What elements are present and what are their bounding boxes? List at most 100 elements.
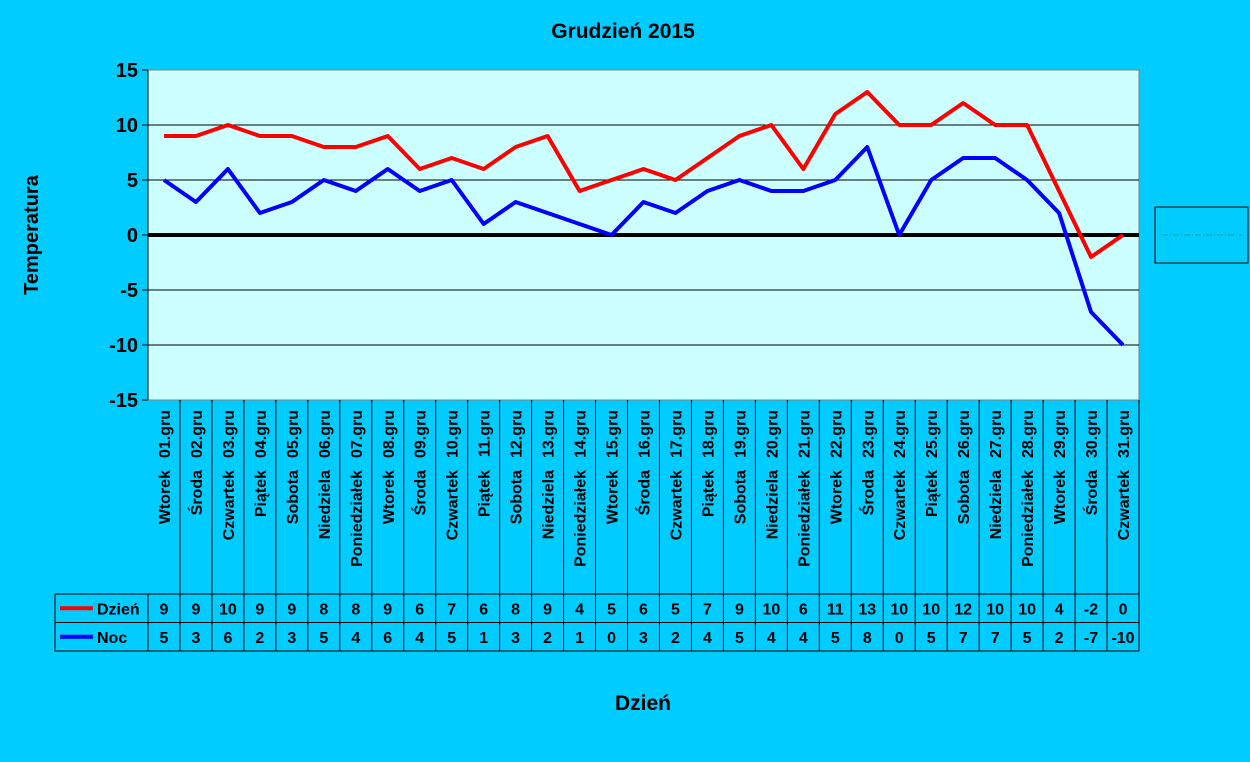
x-tick-label-day: Czwartek: [892, 470, 909, 540]
x-tick-label-date: 17.gru: [668, 410, 685, 458]
y-tick-label: 0: [127, 225, 138, 247]
table-cell: 2: [255, 630, 264, 647]
x-tick-label-day: Wtorek: [605, 470, 622, 524]
x-tick-label-day: Czwartek: [668, 470, 685, 540]
x-tick-label-date: 09.gru: [413, 410, 430, 458]
x-tick-label-date: 07.gru: [349, 410, 366, 458]
table-cell: 5: [671, 601, 680, 618]
table-cell: 0: [1119, 601, 1128, 618]
x-tick-label-day: Niedziela: [541, 470, 558, 539]
x-tick-label-date: 05.gru: [285, 410, 302, 458]
table-cell: 6: [383, 630, 392, 647]
legend-label: Dzień: [97, 601, 140, 618]
table-cell: 6: [415, 601, 424, 618]
table-cell: 2: [1055, 630, 1064, 647]
y-tick-label: 10: [116, 115, 138, 137]
table-cell: 10: [922, 601, 940, 618]
x-tick-label-date: 26.gru: [956, 410, 973, 458]
x-tick-label-date: 16.gru: [637, 410, 654, 458]
table-cell: 10: [986, 601, 1004, 618]
x-tick-label-date: 14.gru: [573, 410, 590, 458]
x-tick-label-day: Wtorek: [1052, 470, 1069, 524]
y-tick-label: -10: [109, 335, 138, 357]
x-tick-label-day: Sobota: [509, 470, 526, 524]
table-cell: 8: [351, 601, 360, 618]
x-tick-label-day: Wtorek: [381, 470, 398, 524]
table-cell: 9: [287, 601, 296, 618]
table-cell: 0: [895, 630, 904, 647]
table-cell: 6: [639, 601, 648, 618]
table-cell: 6: [799, 601, 808, 618]
table-cell: 2: [671, 630, 680, 647]
x-tick-label-date: 31.gru: [1116, 410, 1133, 458]
table-cell: 5: [927, 630, 936, 647]
y-axis-label: Temperatura: [21, 174, 43, 295]
table-cell: 10: [1018, 601, 1036, 618]
table-cell: 1: [575, 630, 584, 647]
x-tick-label-date: 03.gru: [221, 410, 238, 458]
table-cell: 7: [991, 630, 1000, 647]
table-cell: -2: [1084, 601, 1098, 618]
table-cell: 0: [607, 630, 616, 647]
table-cell: 12: [954, 601, 972, 618]
table-cell: 7: [447, 601, 456, 618]
x-tick-label-day: Niedziela: [317, 470, 334, 539]
table-cell: 4: [1055, 601, 1064, 618]
x-tick-label-day: Wtorek: [157, 470, 174, 524]
x-tick-label-day: Sobota: [732, 470, 749, 524]
x-tick-label-day: Poniedziałek: [1020, 470, 1037, 567]
table-cell: 2: [543, 630, 552, 647]
x-tick-label-date: 04.gru: [253, 410, 270, 458]
x-tick-label-date: 19.gru: [732, 410, 749, 458]
table-cell: 4: [799, 630, 808, 647]
table-cell: 11: [827, 601, 844, 618]
table-cell: 10: [890, 601, 908, 618]
x-tick-label-day: Niedziela: [764, 470, 781, 539]
table-cell: 5: [160, 630, 169, 647]
x-tick-label-date: 23.gru: [860, 410, 877, 458]
x-tick-label-date: 27.gru: [988, 410, 1005, 458]
table-cell: 5: [1023, 630, 1032, 647]
x-tick-label-date: 28.gru: [1020, 410, 1037, 458]
x-tick-label-date: 22.gru: [828, 410, 845, 458]
table-cell: 6: [479, 601, 488, 618]
y-tick-label: 5: [127, 170, 138, 192]
y-tick-label: 15: [116, 60, 138, 82]
table-cell: 9: [735, 601, 744, 618]
table-cell: -10: [1111, 630, 1134, 647]
table-cell: 3: [287, 630, 296, 647]
table-cell: 3: [511, 630, 520, 647]
table-cell: 1: [479, 630, 488, 647]
x-tick-label-day: Środa: [187, 470, 206, 515]
table-cell: 5: [447, 630, 456, 647]
table-cell: 9: [255, 601, 264, 618]
x-axis-label: Dzień: [615, 692, 671, 715]
table-cell: 9: [383, 601, 392, 618]
legend-box: [1154, 206, 1249, 264]
x-tick-label-date: 20.gru: [764, 410, 781, 458]
legend-label: Noc: [97, 630, 127, 647]
table-cell: 8: [863, 630, 872, 647]
x-tick-label-date: 25.gru: [924, 410, 941, 458]
table-cell: 10: [762, 601, 780, 618]
table-cell: 9: [160, 601, 169, 618]
table-cell: 4: [703, 630, 712, 647]
x-tick-label-day: Niedziela: [988, 470, 1005, 539]
table-cell: 5: [735, 630, 744, 647]
x-tick-label-date: 30.gru: [1084, 410, 1101, 458]
x-tick-label-day: Czwartek: [1116, 470, 1133, 540]
table-cell: 9: [543, 601, 552, 618]
table-cell: 3: [639, 630, 648, 647]
x-tick-label-date: 29.gru: [1052, 410, 1069, 458]
table-cell: 4: [351, 630, 360, 647]
x-tick-label-date: 01.gru: [157, 410, 174, 458]
table-cell: 9: [191, 601, 200, 618]
x-tick-label-date: 02.gru: [189, 410, 206, 458]
table-cell: 8: [511, 601, 520, 618]
table-cell: 7: [959, 630, 968, 647]
x-tick-label-date: 08.gru: [381, 410, 398, 458]
x-tick-label-day: Piątek: [700, 470, 717, 517]
y-tick-label: -5: [120, 280, 138, 302]
x-tick-label-day: Środa: [411, 470, 430, 515]
x-tick-label-day: Sobota: [285, 470, 302, 524]
